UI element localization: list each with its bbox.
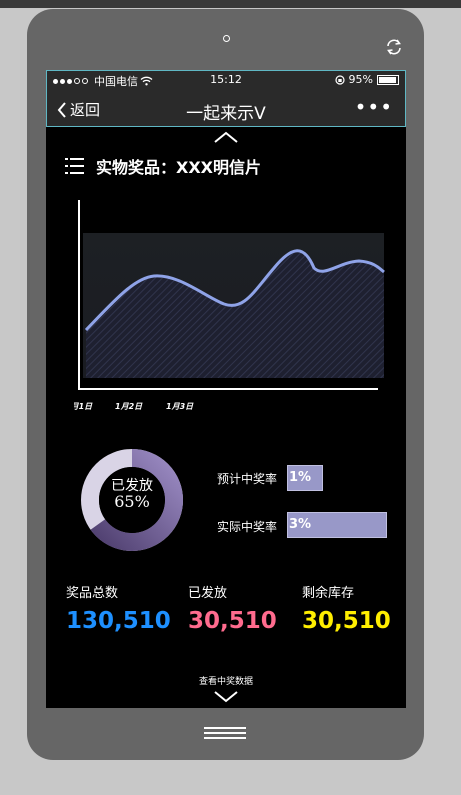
prize-title: 实物奖品：XXX明信片: [96, 158, 262, 177]
expected-rate-bar: 1%: [287, 465, 323, 491]
battery-percent: 95%: [348, 73, 373, 86]
series-area: [86, 250, 384, 378]
back-label: 返回: [70, 101, 101, 119]
signal-dot: [60, 78, 65, 84]
prize-heading: 实物奖品：XXX明信片: [64, 154, 261, 178]
donut-hole: [99, 467, 165, 533]
app-screen: 中国电信 15:12 95%: [46, 70, 406, 708]
series-line: [84, 249, 385, 332]
trend-chart: 1月1日 1月2日 1月3日: [74, 200, 385, 411]
status-time: 15:12: [210, 73, 242, 86]
signal-dot: [82, 78, 88, 84]
chevron-left-icon: [57, 101, 66, 118]
total-label: 奖品总数: [66, 586, 119, 601]
rotate-icon[interactable]: [384, 37, 404, 57]
nav-bar: 返回 一起来示V •••: [47, 93, 405, 127]
top-edge-bar: [0, 0, 461, 8]
wifi-icon: [140, 76, 153, 86]
actual-rate-label: 实际中奖率: [217, 520, 278, 534]
issued-donut: 已发放 65%: [78, 440, 186, 560]
actual-rate-bar: 3%: [287, 512, 387, 538]
signal-strength: 中国电信: [53, 73, 153, 89]
x-tick-label-3: 1月3日: [166, 402, 194, 411]
rotation-lock-icon: [334, 74, 345, 85]
view-data-link[interactable]: 查看中奖数据: [198, 677, 253, 687]
donut-percent: 65%: [114, 492, 150, 511]
x-tick-label-1: 1月1日: [74, 402, 93, 411]
donut-chart: [81, 449, 183, 551]
list-icon[interactable]: [64, 155, 86, 177]
chevron-up-icon[interactable]: [214, 131, 238, 143]
status-bar: 中国电信 15:12 95%: [47, 71, 405, 89]
remaining-label: 剩余库存: [302, 586, 355, 601]
x-tick-label-2: 1月2日: [115, 402, 143, 411]
chevron-down-icon[interactable]: [214, 691, 238, 703]
camera-icon: [223, 35, 230, 42]
home-button[interactable]: [204, 727, 246, 742]
app-header: 中国电信 15:12 95%: [46, 70, 406, 127]
back-button[interactable]: 返回: [57, 99, 100, 120]
issued-label: 已发放: [188, 586, 228, 601]
signal-dot: [67, 78, 72, 84]
remaining-value: 30,510: [302, 608, 391, 634]
carrier-name: 中国电信: [94, 75, 138, 88]
donut-arc: [81, 449, 183, 551]
expected-rate-label: 预计中奖率: [217, 472, 278, 486]
status-right: 95%: [334, 73, 399, 86]
signal-dot: [74, 78, 80, 84]
total-value: 130,510: [66, 608, 171, 634]
donut-label: 已发放: [111, 478, 153, 494]
signal-dot: [53, 78, 58, 84]
more-button[interactable]: •••: [354, 95, 393, 119]
issued-value: 30,510: [188, 608, 277, 634]
battery-icon: [377, 74, 399, 85]
page-title: 一起来示V: [186, 104, 266, 124]
